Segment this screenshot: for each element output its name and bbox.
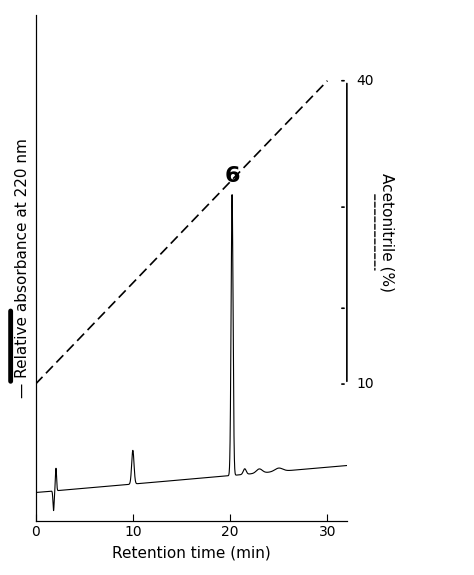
Text: 40: 40: [356, 74, 374, 88]
X-axis label: Retention time (min): Retention time (min): [112, 545, 271, 560]
Text: 6: 6: [224, 166, 240, 186]
Y-axis label: — Relative absorbance at 220 nm: — Relative absorbance at 220 nm: [15, 138, 30, 398]
Text: 10: 10: [356, 377, 374, 391]
Text: Acetonitrile (%): Acetonitrile (%): [380, 173, 395, 292]
